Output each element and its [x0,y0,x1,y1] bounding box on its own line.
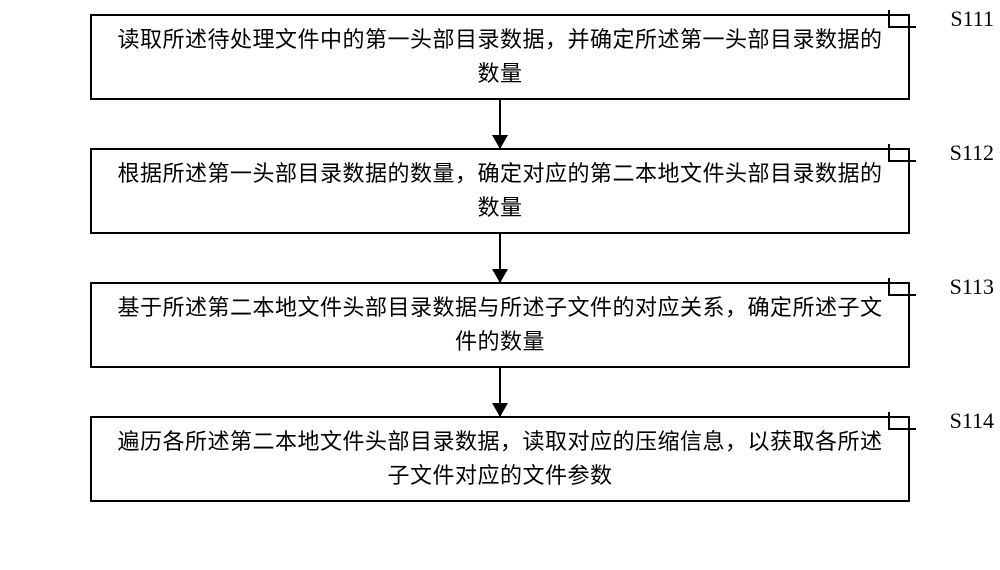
arrowhead-icon [492,269,508,283]
connector-arrow [499,100,501,148]
connector-arrow [499,234,501,282]
step-box: 基于所述第二本地文件头部目录数据与所述子文件的对应关系，确定所述子文件的数量 [90,282,910,368]
step-label: S114 [950,408,994,434]
step-box: 读取所述待处理文件中的第一头部目录数据，并确定所述第一头部目录数据的数量 [90,14,910,100]
arrowhead-icon [492,135,508,149]
label-notch [888,10,916,28]
step-s111: 读取所述待处理文件中的第一头部目录数据，并确定所述第一头部目录数据的数量 S11… [90,14,910,100]
step-text: 遍历各所述第二本地文件头部目录数据，读取对应的压缩信息，以获取各所述子文件对应的… [116,425,884,493]
step-text: 根据所述第一头部目录数据的数量，确定对应的第二本地文件头部目录数据的数量 [116,157,884,225]
step-label: S111 [950,6,994,32]
connector-arrow [499,368,501,416]
step-s112: 根据所述第一头部目录数据的数量，确定对应的第二本地文件头部目录数据的数量 S11… [90,148,910,234]
label-notch [888,412,916,430]
step-label: S113 [950,274,994,300]
step-box: 遍历各所述第二本地文件头部目录数据，读取对应的压缩信息，以获取各所述子文件对应的… [90,416,910,502]
flowchart: 读取所述待处理文件中的第一头部目录数据，并确定所述第一头部目录数据的数量 S11… [72,14,928,502]
label-notch [888,278,916,296]
step-text: 读取所述待处理文件中的第一头部目录数据，并确定所述第一头部目录数据的数量 [116,23,884,91]
step-label: S112 [950,140,994,166]
step-text: 基于所述第二本地文件头部目录数据与所述子文件的对应关系，确定所述子文件的数量 [116,291,884,359]
step-box: 根据所述第一头部目录数据的数量，确定对应的第二本地文件头部目录数据的数量 [90,148,910,234]
step-s113: 基于所述第二本地文件头部目录数据与所述子文件的对应关系，确定所述子文件的数量 S… [90,282,910,368]
label-notch [888,144,916,162]
step-s114: 遍历各所述第二本地文件头部目录数据，读取对应的压缩信息，以获取各所述子文件对应的… [90,416,910,502]
arrowhead-icon [492,403,508,417]
